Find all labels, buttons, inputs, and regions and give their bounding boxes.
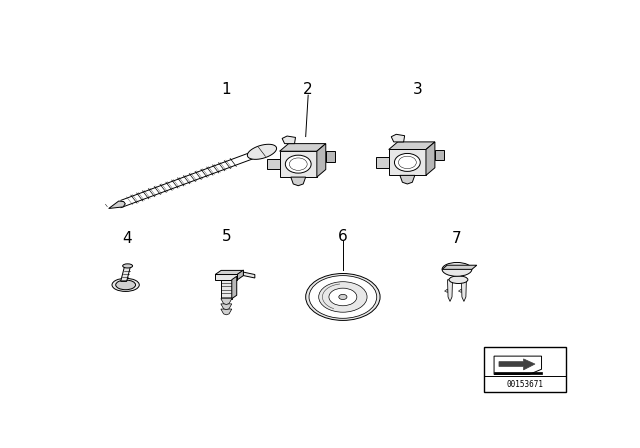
- Ellipse shape: [123, 264, 132, 268]
- Polygon shape: [326, 151, 335, 162]
- Ellipse shape: [112, 278, 140, 292]
- Polygon shape: [447, 280, 452, 302]
- Text: 5: 5: [221, 229, 231, 244]
- Polygon shape: [121, 266, 131, 281]
- Bar: [215, 274, 237, 280]
- Bar: [453, 269, 461, 280]
- Polygon shape: [243, 272, 255, 278]
- Polygon shape: [442, 265, 477, 269]
- Polygon shape: [461, 280, 467, 302]
- Ellipse shape: [319, 282, 367, 312]
- Text: 7: 7: [452, 231, 462, 246]
- Polygon shape: [426, 142, 435, 175]
- Polygon shape: [494, 356, 541, 375]
- Ellipse shape: [339, 294, 347, 300]
- Text: 1: 1: [221, 82, 231, 98]
- Ellipse shape: [449, 276, 468, 284]
- Bar: [484, 347, 566, 392]
- Polygon shape: [215, 271, 243, 275]
- Text: 6: 6: [338, 229, 348, 244]
- Ellipse shape: [116, 280, 136, 290]
- Ellipse shape: [442, 263, 472, 276]
- Polygon shape: [232, 276, 237, 299]
- Polygon shape: [376, 157, 388, 168]
- Text: 4: 4: [122, 231, 132, 246]
- Polygon shape: [445, 289, 447, 293]
- Polygon shape: [268, 159, 280, 169]
- Polygon shape: [400, 175, 415, 184]
- Polygon shape: [435, 150, 444, 160]
- Bar: [388, 150, 426, 175]
- Circle shape: [394, 154, 420, 172]
- Polygon shape: [458, 289, 461, 293]
- Polygon shape: [247, 144, 276, 159]
- Ellipse shape: [329, 288, 357, 306]
- Bar: [280, 151, 317, 177]
- Bar: [494, 372, 541, 375]
- Polygon shape: [391, 134, 404, 142]
- Polygon shape: [221, 309, 232, 315]
- Polygon shape: [237, 270, 243, 280]
- Text: 3: 3: [412, 82, 422, 98]
- Polygon shape: [282, 136, 296, 144]
- Polygon shape: [317, 144, 326, 177]
- Polygon shape: [221, 299, 232, 305]
- Polygon shape: [388, 142, 435, 150]
- Polygon shape: [280, 144, 326, 151]
- Ellipse shape: [309, 276, 377, 318]
- Polygon shape: [221, 304, 232, 310]
- Text: 2: 2: [303, 82, 313, 98]
- Polygon shape: [291, 177, 306, 186]
- Polygon shape: [109, 201, 125, 208]
- Circle shape: [285, 155, 311, 173]
- Bar: [221, 280, 232, 299]
- Ellipse shape: [306, 273, 380, 320]
- Text: 00153671: 00153671: [507, 380, 543, 389]
- Polygon shape: [499, 359, 535, 370]
